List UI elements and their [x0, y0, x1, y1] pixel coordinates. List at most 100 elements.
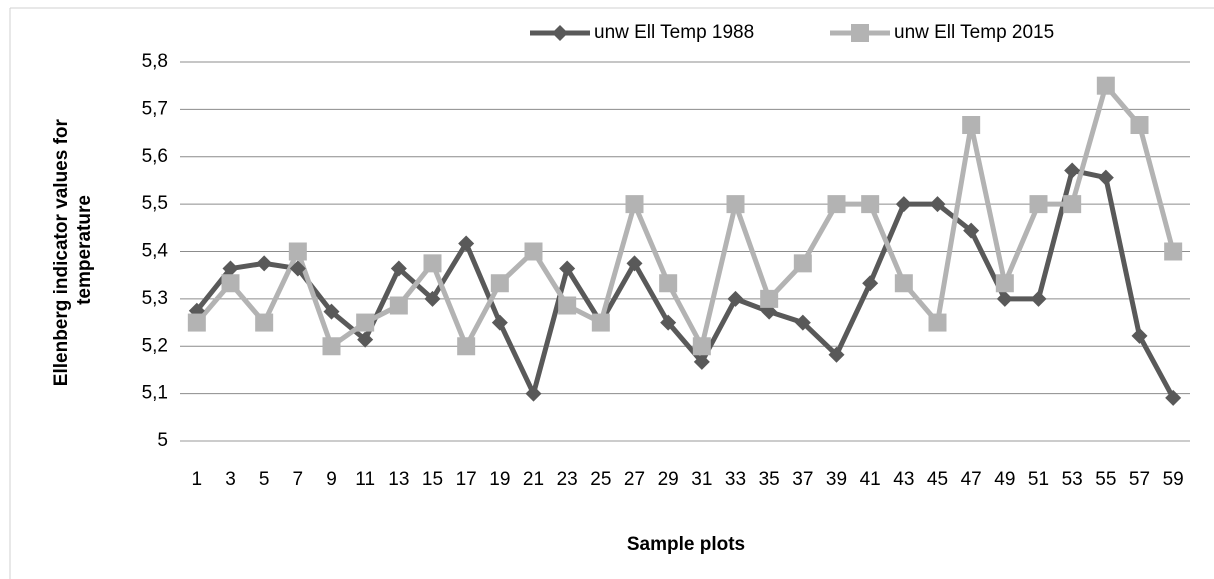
point-marker — [660, 314, 677, 331]
x-tick-label: 47 — [961, 469, 982, 490]
x-tick-label: 53 — [1062, 469, 1083, 490]
point-marker — [726, 195, 745, 214]
point-marker — [1165, 389, 1182, 406]
y-tick-label: 5,2 — [142, 335, 168, 356]
x-tick-label: 57 — [1129, 469, 1150, 490]
point-marker — [1030, 290, 1047, 307]
point-marker — [727, 290, 744, 307]
y-tick-label: 5,5 — [142, 193, 168, 214]
x-tick-label: 25 — [590, 469, 611, 490]
point-marker — [793, 254, 812, 273]
point-marker — [659, 274, 678, 293]
point-marker — [995, 274, 1014, 293]
point-marker — [525, 385, 542, 402]
x-tick-label: 29 — [658, 469, 679, 490]
point-marker — [524, 242, 543, 261]
x-tick-label: 1 — [192, 469, 203, 490]
point-marker — [256, 255, 273, 272]
point-marker — [626, 255, 643, 272]
point-marker — [457, 337, 476, 356]
point-marker — [558, 296, 577, 315]
y-tick-label: 5,6 — [142, 146, 168, 167]
point-marker — [996, 290, 1013, 307]
x-tick-label: 45 — [927, 469, 948, 490]
y-axis-title-line: Ellenberg indicator values for — [51, 118, 72, 386]
point-marker — [827, 195, 846, 214]
x-tick-label: 3 — [225, 469, 236, 490]
x-tick-label: 11 — [355, 469, 375, 490]
point-marker — [357, 331, 374, 348]
x-tick-label: 55 — [1095, 469, 1116, 490]
x-tick-label: 51 — [1028, 469, 1049, 490]
y-tick-label: 5,8 — [142, 51, 168, 72]
y-tick-label: 5 — [157, 430, 168, 451]
x-tick-label: 19 — [489, 469, 510, 490]
point-marker — [356, 313, 375, 332]
point-marker — [322, 337, 341, 356]
point-marker — [929, 196, 946, 213]
x-tick-label: 35 — [759, 469, 780, 490]
x-tick-label: 49 — [994, 469, 1015, 490]
point-marker — [222, 260, 239, 277]
x-tick-label: 13 — [388, 469, 409, 490]
point-marker — [1029, 195, 1048, 214]
point-marker — [693, 353, 710, 370]
y-axis-title-line: temperature — [74, 195, 95, 305]
point-marker — [962, 116, 981, 135]
x-tick-label: 41 — [860, 469, 881, 490]
x-tick-label: 39 — [826, 469, 847, 490]
point-marker — [895, 196, 912, 213]
point-marker — [1096, 76, 1115, 95]
x-tick-label: 21 — [523, 469, 544, 490]
x-tick-label: 43 — [893, 469, 914, 490]
x-tick-label: 9 — [326, 469, 337, 490]
point-marker — [424, 290, 441, 307]
point-marker — [288, 242, 307, 261]
point-marker — [255, 313, 274, 332]
x-tick-label: 5 — [259, 469, 270, 490]
x-tick-label: 27 — [624, 469, 645, 490]
point-marker — [625, 195, 644, 214]
point-marker — [490, 274, 509, 293]
point-marker — [221, 274, 240, 293]
x-tick-label: 31 — [691, 469, 712, 490]
point-marker — [458, 235, 475, 252]
point-marker — [1164, 242, 1183, 261]
point-marker — [1063, 195, 1082, 214]
point-marker — [862, 275, 879, 292]
x-axis-title: Sample plots — [627, 534, 745, 555]
x-tick-label: 23 — [557, 469, 578, 490]
y-tick-label: 5,7 — [142, 98, 168, 119]
point-marker — [794, 314, 811, 331]
x-tick-label: 37 — [792, 469, 813, 490]
x-tick-label: 59 — [1163, 469, 1184, 490]
x-tick-label: 15 — [422, 469, 443, 490]
point-marker — [390, 260, 407, 277]
point-marker — [963, 222, 980, 239]
x-tick-label: 7 — [293, 469, 304, 490]
point-marker — [389, 296, 408, 315]
point-marker — [323, 303, 340, 320]
point-marker — [491, 314, 508, 331]
point-marker — [1097, 169, 1114, 186]
point-marker — [423, 254, 442, 273]
point-marker — [289, 260, 306, 277]
point-marker — [692, 337, 711, 356]
y-tick-label: 5,3 — [142, 288, 168, 309]
point-marker — [828, 346, 845, 363]
legend-marker — [851, 24, 869, 42]
point-marker — [1064, 162, 1081, 179]
y-tick-label: 5,4 — [142, 241, 169, 262]
point-marker — [760, 289, 779, 308]
point-marker — [861, 195, 880, 214]
point-marker — [928, 313, 947, 332]
legend-label: unw Ell Temp 2015 — [894, 22, 1054, 43]
x-tick-label: 33 — [725, 469, 746, 490]
series-line — [194, 83, 1176, 349]
point-marker — [187, 313, 206, 332]
y-axis-title: Ellenberg indicator values for temperatu… — [51, 114, 95, 386]
point-marker — [591, 313, 610, 332]
point-marker — [559, 260, 576, 277]
x-tick-label: 17 — [456, 469, 477, 490]
